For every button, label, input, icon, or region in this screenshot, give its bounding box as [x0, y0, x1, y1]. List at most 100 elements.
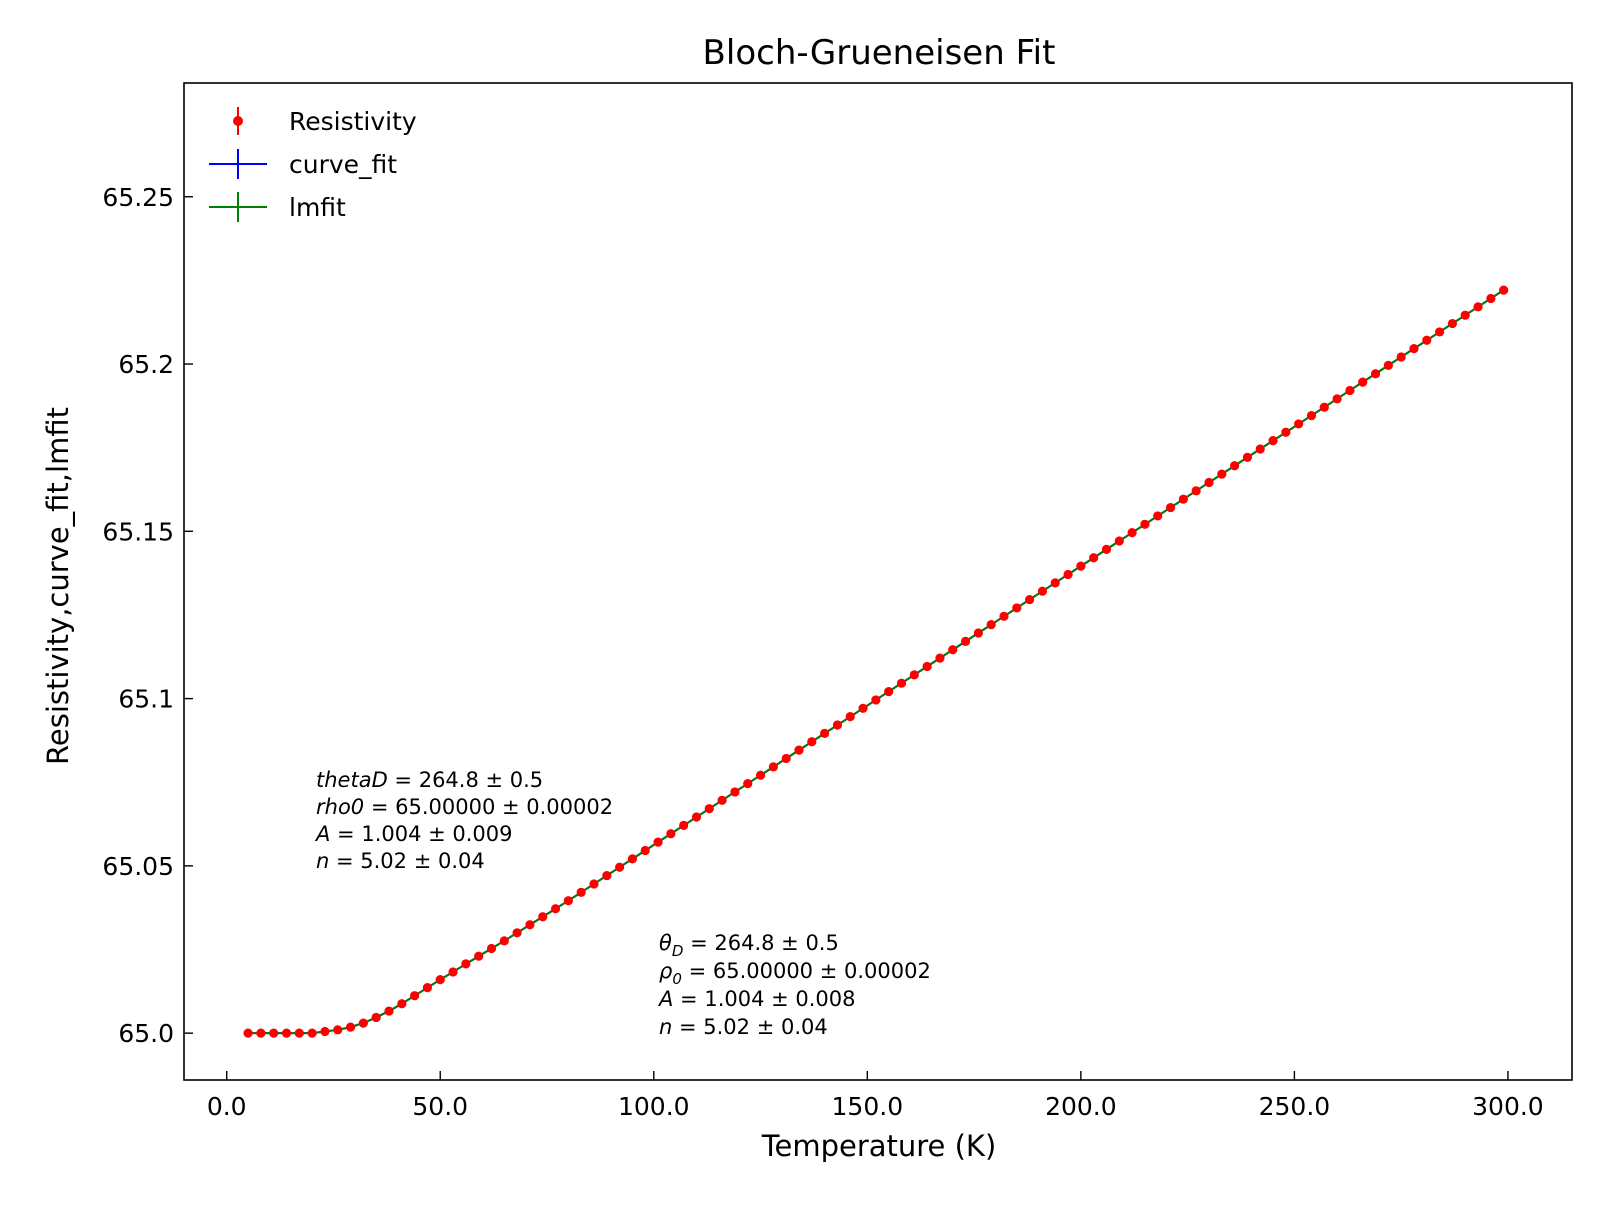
param-eq-sign: = — [388, 768, 419, 792]
data-point — [1101, 544, 1112, 554]
data-point — [717, 795, 727, 805]
data-point — [730, 787, 740, 797]
data-point — [1422, 335, 1432, 345]
param-name: rho0 — [316, 795, 364, 819]
data-point — [576, 887, 586, 897]
data-point — [615, 862, 625, 872]
data-point — [1281, 427, 1291, 437]
data-point — [269, 1028, 279, 1038]
param-subscript: 0 — [672, 970, 682, 988]
curvefit-param-3: n = 5.02 ± 0.04 — [659, 1015, 828, 1039]
data-point — [755, 770, 766, 780]
data-point — [1396, 352, 1406, 362]
param-value: 264.8 ± 0.5 — [714, 931, 838, 955]
data-point — [256, 1028, 266, 1038]
data-point — [550, 904, 561, 914]
data-point — [1153, 511, 1163, 521]
param-eq-sign: = — [683, 931, 714, 955]
data-point — [986, 620, 996, 630]
curvefit-param-1: ρ0 = 65.00000 ± 0.00002 — [659, 959, 931, 988]
data-point — [461, 959, 471, 969]
param-name: thetaD — [316, 768, 388, 792]
data-point — [371, 1012, 381, 1023]
data-point — [653, 837, 663, 847]
data-point — [896, 678, 907, 688]
data-point — [768, 762, 778, 772]
data-point — [1358, 377, 1368, 387]
data-point — [1294, 419, 1304, 429]
data-point — [640, 845, 650, 856]
legend-item-curve-fit: curve_fit — [289, 150, 397, 179]
data-point — [743, 778, 753, 789]
data-point — [1204, 477, 1214, 488]
param-eq-sign: = — [364, 795, 395, 819]
legend-item-lmfit: lmfit — [289, 193, 346, 222]
param-value: 5.02 ± 0.04 — [703, 1015, 827, 1039]
data-point — [1409, 344, 1419, 354]
data-point — [1217, 469, 1227, 479]
lmfit-param-3: n = 5.02 ± 0.04 — [316, 849, 485, 873]
x-axis-title: Temperature (K) — [761, 1129, 997, 1163]
param-symbol: n — [659, 1015, 672, 1039]
data-point — [1076, 561, 1086, 571]
data-point — [999, 611, 1009, 621]
y-tick-label: 65.2 — [118, 350, 174, 379]
param-symbol: A — [657, 987, 673, 1011]
x-tick-label: 300.0 — [1472, 1092, 1544, 1121]
param-eq-sign: = — [329, 849, 360, 873]
data-point — [884, 686, 894, 697]
data-point — [589, 879, 599, 889]
param-symbol: θ — [659, 931, 672, 955]
y-tick-label: 65.25 — [102, 183, 174, 212]
data-point — [1435, 327, 1445, 337]
data-point — [1191, 486, 1201, 496]
x-tick-label: 150.0 — [832, 1092, 904, 1121]
data-point — [1242, 452, 1253, 462]
data-point — [1383, 360, 1393, 370]
data-point — [486, 943, 497, 954]
data-point — [384, 1006, 394, 1016]
data-point — [1370, 369, 1381, 379]
data-point — [307, 1028, 317, 1038]
data-point — [909, 670, 919, 680]
data-point — [666, 829, 676, 839]
data-point — [422, 983, 433, 993]
param-value: 1.004 ± 0.008 — [704, 987, 855, 1011]
param-value: 65.00000 ± 0.00002 — [713, 959, 931, 983]
data-point — [1063, 569, 1073, 580]
data-point — [704, 804, 714, 814]
data-point — [1178, 494, 1188, 504]
data-point — [820, 728, 830, 738]
data-point — [960, 636, 971, 646]
data-point — [1306, 410, 1317, 421]
curvefit-param-2: A = 1.004 ± 0.008 — [657, 987, 856, 1011]
lmfit-param-1: rho0 = 65.00000 ± 0.00002 — [316, 795, 613, 819]
data-point — [1114, 536, 1124, 546]
y-tick-label: 65.15 — [102, 517, 174, 546]
data-point — [679, 820, 689, 831]
data-point — [602, 870, 612, 881]
param-eq-sign: = — [330, 822, 361, 846]
param-subscript: D — [672, 942, 684, 960]
data-point — [948, 645, 958, 655]
param-name: A — [314, 822, 330, 846]
x-tick-label: 200.0 — [1045, 1092, 1117, 1121]
x-tick-label: 250.0 — [1259, 1092, 1331, 1121]
data-point — [243, 1028, 253, 1038]
data-point — [1012, 603, 1022, 613]
axes-layer: 0.0 50.0 100.0 150.0 200.0 250.0 300.0 65.0 65.0… — [102, 82, 1573, 1121]
data-point — [871, 695, 881, 705]
data-point — [858, 703, 868, 713]
data-point — [935, 653, 945, 663]
data-point — [1127, 528, 1137, 538]
data-point — [1255, 444, 1265, 454]
param-eq-sign: = — [673, 987, 704, 1011]
y-axis-title: Resistivity,curve_fit,lmfit — [41, 407, 75, 765]
data-point — [1345, 385, 1355, 396]
data-point — [358, 1018, 368, 1028]
y-tick-label: 65.0 — [118, 1019, 174, 1048]
param-value: 65.00000 ± 0.00002 — [395, 795, 613, 819]
param-eq-sign: = — [672, 1015, 703, 1039]
data-point — [1230, 461, 1240, 471]
